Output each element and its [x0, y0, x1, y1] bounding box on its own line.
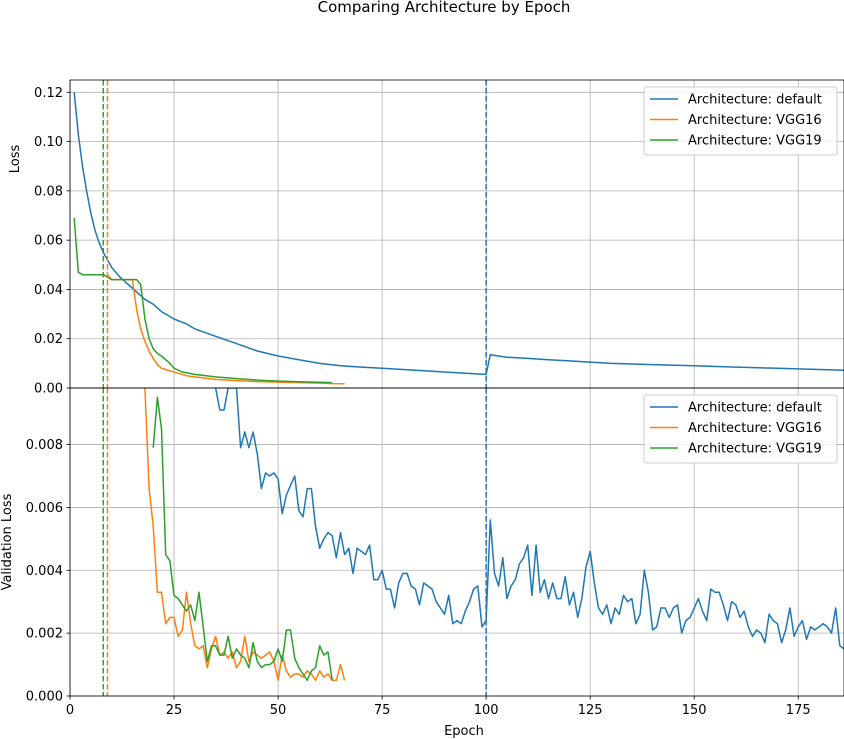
loss-ytick-label: 0.12 — [34, 86, 63, 101]
val-loss-ytick-label: 0.004 — [26, 564, 63, 579]
loss-ytick-label: 0.00 — [34, 382, 63, 397]
val-loss-axes-frame — [69, 387, 844, 697]
loss-ytick-label: 0.06 — [34, 234, 63, 249]
validation-loss-plot: 0.000 0.002 0.004 0.006 0.008 0 25 50 75 100 125 15… — [0, 387, 844, 739]
loss-ylabel: Loss — [8, 145, 23, 174]
loss-ytick-label: 0.10 — [34, 135, 63, 150]
val-loss-legend-label: Architecture: default — [688, 401, 822, 416]
val-loss-xtick-label: 25 — [166, 703, 183, 718]
loss-legend-label: Architecture: VGG16 — [688, 113, 822, 128]
loss-legend-box — [643, 86, 838, 156]
val-loss-legend-label: Architecture: VGG16 — [688, 421, 822, 436]
val-loss-xtick-label: 175 — [786, 703, 811, 718]
val-loss-legend-box — [643, 394, 838, 464]
val-loss-series-line-vgg19 — [152, 396, 333, 682]
val-loss-legend: Architecture: default Architecture: VGG16… — [643, 394, 838, 464]
loss-ytick-label: 0.02 — [34, 332, 63, 347]
figure-title: Comparing Architecture by Epoch — [318, 0, 571, 16]
val-loss-xtick-label: 75 — [374, 703, 391, 718]
val-loss-ytick-label: 0.002 — [26, 627, 63, 642]
val-loss-legend-label: Architecture: VGG19 — [688, 442, 822, 457]
val-loss-xtick-label: 150 — [682, 703, 707, 718]
val-loss-ylabel: Validation Loss — [0, 493, 15, 590]
loss-legend: Architecture: default Architecture: VGG16… — [643, 86, 838, 156]
val-loss-ytick-label: 0.008 — [26, 438, 63, 453]
loss-legend-label: Architecture: VGG19 — [688, 134, 822, 149]
val-loss-series-line-default — [214, 388, 844, 650]
loss-ytick-label: 0.08 — [34, 184, 63, 199]
loss-series-line-default — [73, 92, 844, 376]
loss-ytick-label: 0.04 — [34, 283, 63, 298]
val-loss-xtick-label: 100 — [474, 703, 499, 718]
val-loss-xtick-label: 0 — [66, 703, 74, 718]
val-loss-series-line-vgg16 — [144, 388, 346, 682]
val-loss-xtick-label: 50 — [270, 703, 287, 718]
val-loss-xtick-label: 125 — [578, 703, 603, 718]
val-loss-series-group — [144, 388, 844, 682]
loss-legend-label: Architecture: default — [688, 93, 822, 108]
val-loss-xlabel: Epoch — [444, 724, 484, 739]
val-loss-ytick-label: 0.000 — [26, 690, 63, 705]
loss-series-line-vgg19 — [73, 217, 333, 384]
loss-series-group — [73, 92, 844, 385]
val-loss-ytick-label: 0.006 — [26, 501, 63, 516]
